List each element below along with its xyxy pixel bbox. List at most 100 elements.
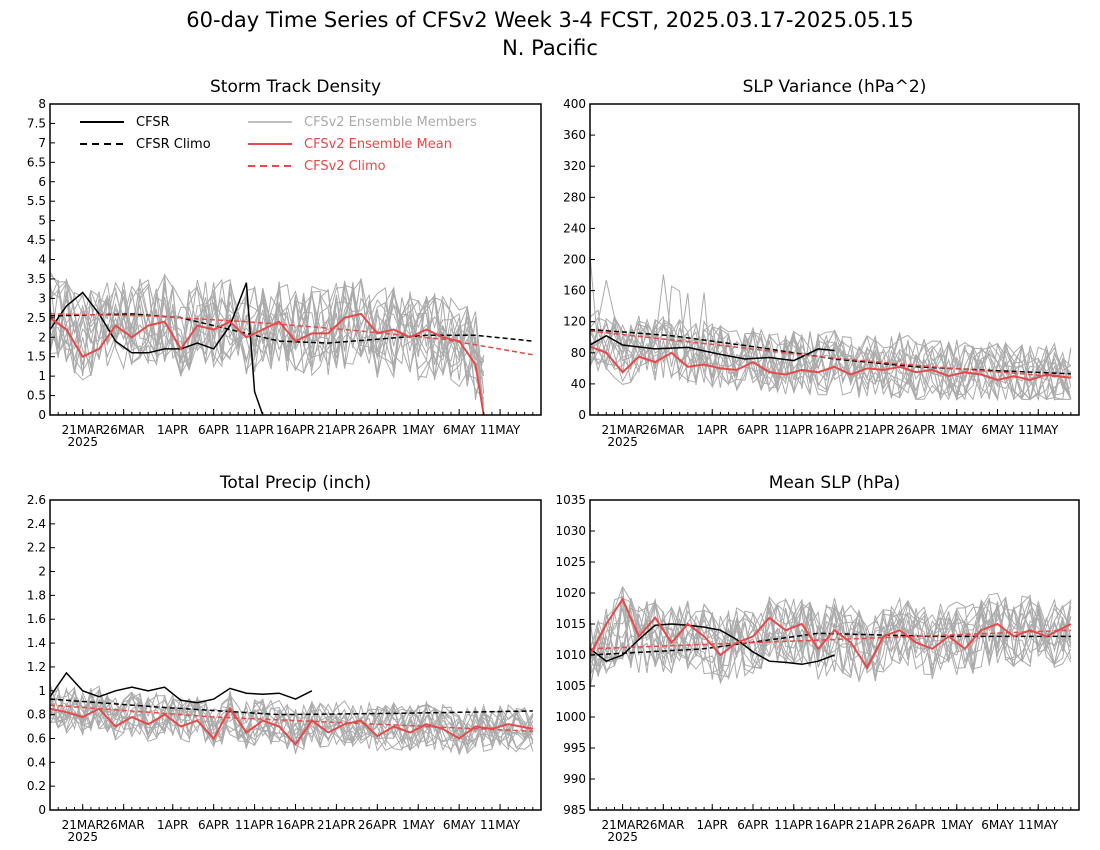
y-tick-label: 1 [38, 369, 46, 383]
cfsr-line [50, 282, 264, 415]
y-tick-label: 2.2 [27, 541, 46, 555]
y-tick-label: 1.5 [27, 350, 46, 364]
ensemble-member-line [590, 323, 1072, 400]
legend: CFSR CFSR Climo CFSv2 Ensemble Members CFSv… [80, 115, 477, 174]
y-tick-label: 200 [563, 253, 586, 267]
y-tick-label: 5 [38, 214, 46, 228]
ensemble-member-line [50, 278, 485, 400]
y-tick-label: 280 [563, 190, 586, 204]
x-tick-label: 16APR [276, 423, 315, 437]
x-tick-label: 26APR [896, 423, 935, 437]
ensemble-member-line [50, 688, 534, 755]
x-tick-label: 1APR [697, 423, 728, 437]
ensemble-member-line [50, 278, 485, 415]
y-tick-label: 1 [38, 684, 46, 698]
ensemble-mean-line [590, 345, 1071, 382]
legend-label: CFSv2 Ensemble Members [304, 115, 477, 130]
x-tick-label: 1MAY [940, 818, 973, 832]
y-tick-label: 2.6 [27, 493, 46, 507]
y-tick-label: 0 [38, 408, 46, 422]
main-title-line1: 60-day Time Series of CFSv2 Week 3-4 FCS… [186, 8, 914, 32]
panel-title: SLP Variance (hPa^2) [743, 77, 927, 97]
x-tick-label: 1MAY [402, 818, 435, 832]
cfsv2-climo-line [50, 704, 533, 733]
y-tick-label: 40 [571, 377, 586, 391]
x-tick-label: 11MAY [480, 818, 521, 832]
y-tick-label: 1010 [555, 648, 586, 662]
x-tick-label: 21APR [317, 818, 356, 832]
x-tick-label: 6MAY [981, 818, 1014, 832]
y-tick-label: 990 [563, 772, 586, 786]
x-year-label: 2025 [67, 830, 98, 844]
cfsv2-climo-line [590, 330, 1071, 379]
y-tick-label: 5.5 [27, 194, 46, 208]
x-tick-label: 26APR [358, 423, 397, 437]
x-tick-label: 1APR [157, 818, 188, 832]
y-tick-label: 1005 [555, 679, 586, 693]
x-tick-label: 16APR [815, 423, 854, 437]
legend-item-cfsr-climo: CFSR Climo [80, 137, 211, 152]
x-tick-label: 26APR [896, 818, 935, 832]
x-tick-label: 6MAY [981, 423, 1014, 437]
panel-2: SLP Variance (hPa^2) 0 40 80 120 160 200 240 280… [563, 77, 1080, 449]
x-tick-label: 11MAY [480, 423, 521, 437]
cfsr-line [590, 334, 835, 362]
x-tick-label: 6APR [198, 423, 229, 437]
x-tick-label: 26MAR [103, 423, 145, 437]
y-tick-label: 1000 [555, 710, 586, 724]
x-tick-label: 6APR [737, 423, 768, 437]
cfsr-climo-line [590, 328, 1071, 375]
y-tick-label: 0 [38, 803, 46, 817]
x-tick-label: 6APR [737, 818, 768, 832]
y-tick-label: 1.6 [27, 612, 46, 626]
y-tick-label: 1025 [555, 555, 586, 569]
ensemble-member-line [590, 318, 1072, 400]
y-tick-label: 2.5 [27, 311, 46, 325]
x-tick-label: 16APR [815, 818, 854, 832]
ensemble-mean-line [50, 706, 533, 747]
ensemble-member-line [590, 606, 1072, 689]
x-tick-label: 6APR [198, 818, 229, 832]
legend-item-cfsr: CFSR [80, 115, 170, 130]
x-tick-label: 21APR [317, 423, 356, 437]
x-tick-label: 1MAY [402, 423, 435, 437]
panel-title: Storm Track Density [210, 77, 381, 97]
ensemble-member-line [50, 288, 485, 378]
ensemble-member-line [50, 280, 484, 381]
ensemble-member-line [590, 596, 1072, 679]
y-tick-label: 1030 [555, 524, 586, 538]
cfsv2-climo-line [590, 629, 1071, 650]
y-tick-label: 0 [578, 408, 586, 422]
y-tick-label: 1.8 [27, 588, 46, 602]
main-title: 60-day Time Series of CFSv2 Week 3-4 FCS… [0, 6, 1100, 62]
ensemble-member-line [590, 600, 1072, 672]
y-tick-label: 1.2 [27, 660, 46, 674]
x-tick-label: 21MAR [62, 423, 104, 437]
y-tick-label: 2 [38, 330, 46, 344]
y-tick-label: 4 [38, 253, 46, 267]
x-tick-label: 26MAR [103, 818, 145, 832]
panel-1: Storm Track Density 0 0.5 1 1.5 2 2.5 3 3.5 4 4.5 5… [27, 77, 542, 449]
y-tick-label: 7 [38, 136, 46, 150]
y-tick-label: 120 [563, 315, 586, 329]
ensemble-member-line [50, 685, 534, 756]
x-tick-label: 1APR [697, 818, 728, 832]
cfsr-climo-line [50, 698, 533, 716]
plot-area [50, 271, 533, 415]
y-tick-label: 320 [563, 159, 586, 173]
legend-label: CFSR Climo [136, 137, 211, 152]
y-tick-label: 0.5 [27, 389, 46, 403]
plot-area [590, 255, 1072, 402]
y-tick-label: 4.5 [27, 233, 46, 247]
x-tick-label: 11APR [235, 423, 274, 437]
x-tick-label: 11APR [235, 818, 274, 832]
y-tick-label: 0.8 [27, 708, 46, 722]
x-tick-label: 26MAR [642, 423, 684, 437]
x-tick-label: 11MAY [1018, 818, 1059, 832]
panel-3: Total Precip (inch) 0 0.2 0.4 0.6 0.8 1 1.2 1.4 1… [27, 473, 542, 844]
legend-label: CFSv2 Ensemble Mean [304, 137, 452, 152]
cfsr-line [50, 671, 313, 704]
legend-item-members: CFSv2 Ensemble Members [248, 115, 477, 130]
y-tick-label: 1.4 [27, 636, 46, 650]
